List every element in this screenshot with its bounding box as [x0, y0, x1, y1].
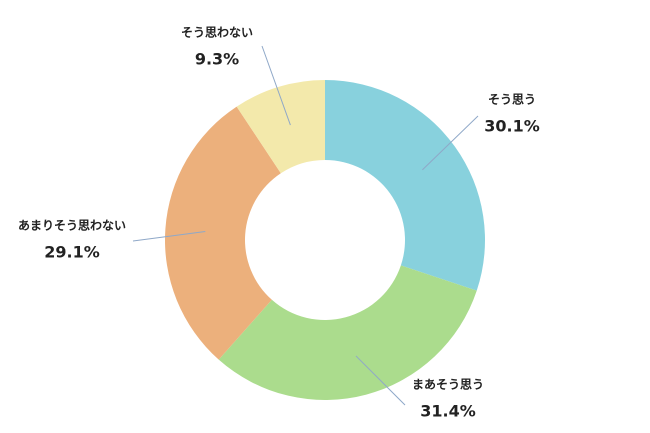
leader-line: [132, 231, 206, 242]
slice-name: そう思う: [488, 93, 536, 107]
value-label: 31.4%: [420, 402, 476, 421]
leader-line: [355, 355, 406, 406]
value-label: 9.3%: [195, 50, 239, 69]
slice-name: あまりそう思わない: [18, 219, 126, 233]
value-label: 30.1%: [484, 117, 540, 136]
donut-slice: [236, 80, 325, 174]
donut-slice: [325, 80, 485, 291]
value-label: 29.1%: [44, 243, 100, 262]
slice-name: まあそう思う: [412, 378, 484, 392]
leader-line: [261, 45, 291, 126]
slice-name: そう思わない: [181, 26, 253, 40]
donut-slice: [218, 265, 477, 401]
leader-line: [422, 115, 479, 171]
donut-slice: [164, 106, 281, 360]
